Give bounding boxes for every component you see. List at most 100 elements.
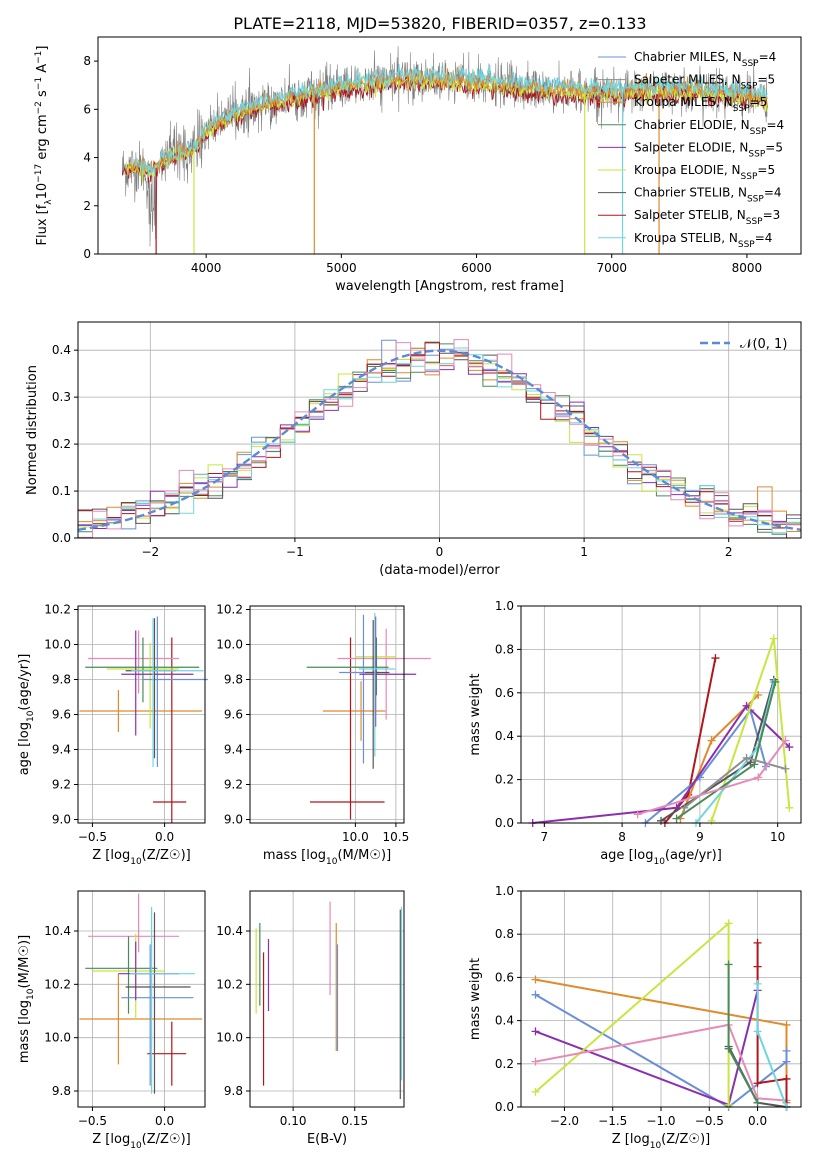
weight-marker (782, 1020, 791, 1029)
age-vs-mass-ytick-label: 10.0 (216, 638, 243, 652)
legend-entry-part: =4 (759, 50, 777, 64)
weight-vs-age-xtick-label: 10 (770, 830, 785, 844)
mass-vs-ebv-xlabel-part: E(B-V) (307, 1132, 347, 1147)
weight-vs-Z-axes: −2.0 −1.5 −1.0 −0.5 0.0 0.0 0.2 0.4 0.6 0.8 1.0 Z [… (468, 884, 802, 1151)
spectrum-ylabel-part: A (35, 64, 50, 77)
mass-vs-Z-ylabel-part: 10 (26, 988, 36, 1000)
weight-marker (531, 1087, 540, 1096)
mass-vs-Z-ylabel-part: (M/M☉)] (17, 935, 32, 989)
age-vs-mass-xlabel-part: (M/M☉)] (337, 848, 391, 863)
weight-vs-Z-xlabel-part: (Z/Z☉)] (661, 1132, 710, 1147)
weight-marker (781, 736, 790, 745)
weight-vs-age-content (528, 634, 794, 827)
weight-vs-Z-xtick-label: −2.0 (550, 1114, 579, 1128)
legend-entry-part: =5 (757, 163, 775, 177)
age-vs-mass-xtick-label: 10.5 (383, 830, 410, 844)
legend-entry-part: SSP (742, 59, 759, 69)
spectrum-ylabel-part: erg cm (35, 114, 50, 163)
weight-vs-Z-ytick-label: 0.4 (495, 1014, 514, 1028)
age-vs-Z-xlabel-part: log (110, 848, 130, 863)
legend-entry: Chabrier ELODIE, NSSP=4 (634, 118, 784, 137)
age-vs-mass-ytick-label: 9.4 (224, 743, 243, 757)
legend-entry-part: =4 (766, 118, 784, 132)
legend-entry-part: =4 (764, 186, 782, 200)
age-vs-Z-ytick-label: 9.8 (52, 673, 71, 687)
age-vs-mass-ytick-label: 9.8 (224, 673, 243, 687)
age-vs-Z-ytick-label: 9.6 (52, 708, 71, 722)
weight-vs-Z-xlabel-part: log (630, 1132, 650, 1147)
age-vs-Z-ylabel-part: 10 (26, 710, 36, 722)
residuals-xtick-label: −2 (141, 545, 159, 559)
mass-vs-ebv-ytick-label: 10.2 (216, 977, 243, 991)
spectrum-ylabel-part: −1 (34, 51, 44, 64)
legend-entry: 𝒩(0, 1) (740, 337, 787, 352)
legend-entry: Salpeter STELIB, NSSP=3 (634, 208, 780, 227)
weight-line (535, 1023, 787, 1102)
weight-line (532, 704, 790, 824)
weight-marker (782, 1046, 791, 1055)
weight-vs-Z-panel: −2.0 −1.5 −1.0 −0.5 0.0 0.0 0.2 0.4 0.6 0.8 1.0 Z [… (468, 884, 802, 1151)
mass-vs-Z-grid (78, 891, 205, 1107)
spectrum-ytick-label: 6 (83, 102, 91, 116)
weight-vs-age-xlabel-part: log (634, 848, 654, 863)
legend-entry-part: SSP (746, 217, 763, 227)
age-vs-Z-ylabel: age [log10(age/yr)] (17, 654, 36, 776)
age-vs-Z-content (79, 616, 208, 823)
age-vs-mass-ytick-label: 9.0 (224, 813, 243, 827)
spectrum-ylabel-part: s (35, 90, 50, 101)
spectrum-xtick-label: 7000 (596, 261, 627, 275)
weight-marker (753, 962, 762, 971)
weight-vs-age-ylabel-part: mass weight (468, 673, 483, 755)
mass-vs-ebv-content (255, 901, 403, 1099)
legend-entry-part: Kroupa MILES, N (634, 95, 733, 109)
residual-legend: 𝒩(0, 1) (700, 337, 787, 352)
legend-entry: Chabrier STELIB, NSSP=4 (634, 186, 782, 205)
legend-entry: Chabrier MILES, NSSP=4 (634, 50, 776, 69)
spectrum-panel: 4000 5000 6000 7000 8000 0 2 4 6 8 Chabrier MILES,… (34, 36, 802, 294)
weight-marker (633, 810, 642, 819)
age-vs-mass-panel: 10.0 10.5 9.0 9.2 9.4 9.6 9.8 10.0 10.2 mass [log… (216, 603, 431, 868)
weight-marker (672, 814, 681, 823)
age-vs-mass-xlabel-part: 10 (326, 857, 338, 867)
weight-marker (531, 1027, 540, 1036)
mass-vs-Z-ylabel: mass [log10(M/M☉)] (17, 935, 36, 1063)
age-vs-mass-axes: 10.0 10.5 9.0 9.2 9.4 9.6 9.8 10.0 10.2 mass [log… (216, 603, 409, 868)
age-vs-Z-ylabel-part: (age/yr)] (17, 654, 32, 711)
residuals-ylabel-part: Normed distribution (25, 365, 40, 495)
weight-vs-Z-ytick-label: 0.6 (495, 970, 514, 984)
age-vs-Z-xlabel-part: (Z/Z☉)] (142, 848, 191, 863)
legend-entry-part: SSP (750, 127, 767, 137)
weight-vs-Z-ytick-label: 0.2 (495, 1057, 514, 1071)
mass-vs-Z-ytick-label: 10.0 (44, 1031, 71, 1045)
spectrum-content (121, 46, 768, 254)
spectrum-xtick-label: 5000 (326, 261, 357, 275)
weight-vs-Z-ylabel-part: mass weight (468, 958, 483, 1040)
spectrum-xlabel-part: wavelength [Angstrom, rest frame] (335, 279, 564, 294)
age-vs-mass-xtick-label: 10.0 (342, 830, 369, 844)
legend-entry-part: SSP (741, 172, 758, 182)
spectrum-ylabel-part: −2 (34, 101, 44, 114)
weight-vs-age-xtick-label: 7 (541, 830, 549, 844)
legend-entry-part: Kroupa ELODIE, N (634, 163, 741, 177)
mass-vs-Z-ytick-label: 10.2 (44, 977, 71, 991)
weight-vs-Z-xlabel-part: 10 (650, 1141, 662, 1151)
weight-marker (750, 760, 759, 769)
weight-line (756, 983, 788, 1108)
residual-histogram (78, 339, 801, 538)
weight-vs-Z-grid (521, 890, 801, 1108)
mass-vs-ebv-xlabel: E(B-V) (307, 1132, 347, 1147)
age-vs-mass-ytick-label: 9.6 (224, 708, 243, 722)
mass-vs-Z-xlabel-part: (Z/Z☉)] (142, 1132, 191, 1147)
legend-entry-part: SSP (741, 82, 758, 92)
age-vs-mass-ytick-label: 10.2 (216, 603, 243, 617)
weight-vs-age-ytick-label: 0.4 (495, 729, 514, 743)
residuals-xtick-label: 0 (436, 545, 444, 559)
weight-marker (724, 919, 733, 928)
weight-vs-age-ylabel: mass weight (468, 673, 483, 755)
residuals-ytick-label: 0.1 (52, 484, 71, 498)
weight-marker (753, 938, 762, 947)
weight-vs-Z-ylabel: mass weight (468, 958, 483, 1040)
mass-vs-Z-ytick-label: 9.8 (52, 1084, 71, 1098)
spectrum-xtick-label: 8000 (732, 261, 763, 275)
